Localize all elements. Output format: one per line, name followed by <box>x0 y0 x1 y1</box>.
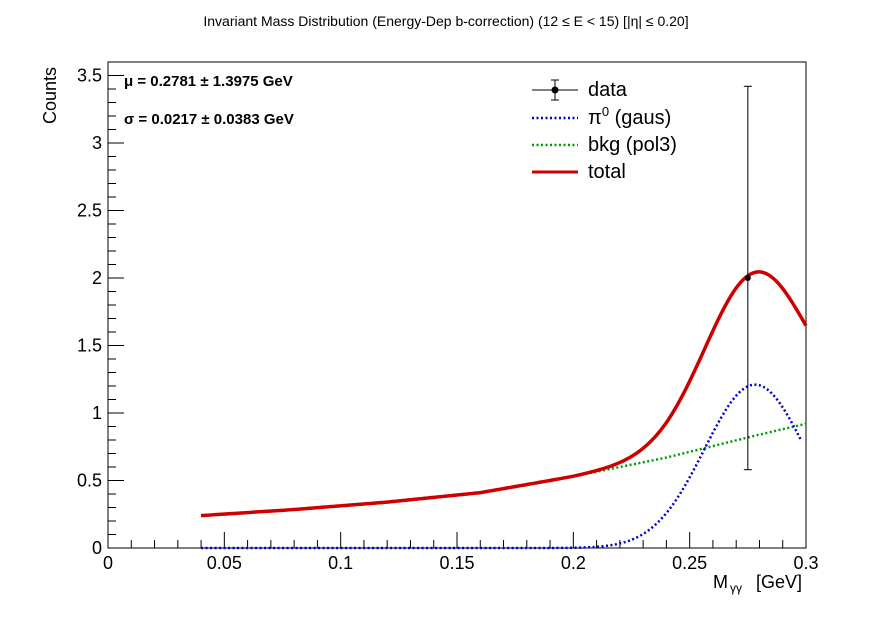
y-tick-label: 2 <box>92 268 102 288</box>
x-tick-label: 0.15 <box>439 553 474 573</box>
x-tick-label: 0.3 <box>793 553 818 573</box>
y-tick-label: 0.5 <box>77 471 102 491</box>
plot-area <box>107 61 807 549</box>
fit-sigma-label: σ = 0.0217 ± 0.0383 GeV <box>124 111 294 128</box>
legend: data π0 (gaus) bkg (pol3) total <box>532 79 677 183</box>
legend-label-total: total <box>588 161 626 183</box>
fit-curves <box>200 270 808 550</box>
x-axis: 0 0.05 0.1 0.15 0.2 0.25 0.3 <box>103 532 819 573</box>
plot-frame <box>107 61 807 549</box>
fit-mu-label: μ = 0.2781 ± 1.3975 GeV <box>124 73 293 90</box>
x-tick-label: 0.2 <box>561 553 586 573</box>
x-axis-title: M γγ [GeV] <box>713 572 802 595</box>
y-axis: 0 0.5 1 1.5 2 2.5 3 3.5 <box>77 61 124 558</box>
y-tick-label: 0 <box>92 538 102 558</box>
legend-label-data: data <box>588 79 628 101</box>
legend-entry-total: total <box>532 161 626 183</box>
x-tick-label: 0.05 <box>207 553 242 573</box>
x-axis-title-main: M <box>713 572 728 592</box>
x-axis-title-unit: [GeV] <box>756 572 802 592</box>
data-layer <box>743 85 752 471</box>
legend-label-pi0-symbol: π <box>588 107 602 129</box>
x-axis-title-sub: γγ <box>730 581 742 595</box>
pi0-gaus-curve <box>201 383 803 550</box>
legend-label-bkg: bkg (pol3) <box>588 134 677 156</box>
y-tick-label: 3.5 <box>77 66 102 86</box>
legend-label-pi0-sup: 0 <box>602 104 609 119</box>
legend-data-marker-dot <box>551 86 559 94</box>
x-tick-label: 0.1 <box>328 553 353 573</box>
x-tick-label: 0 <box>103 553 113 573</box>
x-tick-label: 0.25 <box>672 553 707 573</box>
fit-parameters: μ = 0.2781 ± 1.3975 GeV σ = 0.0217 ± 0.0… <box>124 73 294 128</box>
legend-entry-bkg: bkg (pol3) <box>532 134 677 156</box>
legend-entry-data: data <box>532 79 628 101</box>
total-curve <box>200 270 808 518</box>
legend-label-pi0-rest: (gaus) <box>609 107 671 129</box>
y-tick-label: 2.5 <box>77 201 102 221</box>
data-point <box>744 275 751 281</box>
chart-title: Invariant Mass Distribution (Energy-Dep … <box>203 13 688 29</box>
y-tick-label: 3 <box>92 133 102 153</box>
y-tick-label: 1.5 <box>77 336 102 356</box>
bkg-curve <box>200 422 807 517</box>
y-tick-label: 1 <box>92 403 102 423</box>
y-axis-title: Counts <box>40 67 60 124</box>
legend-entry-pi0: π0 (gaus) <box>532 104 671 129</box>
legend-label-pi0: π0 (gaus) <box>588 104 671 129</box>
